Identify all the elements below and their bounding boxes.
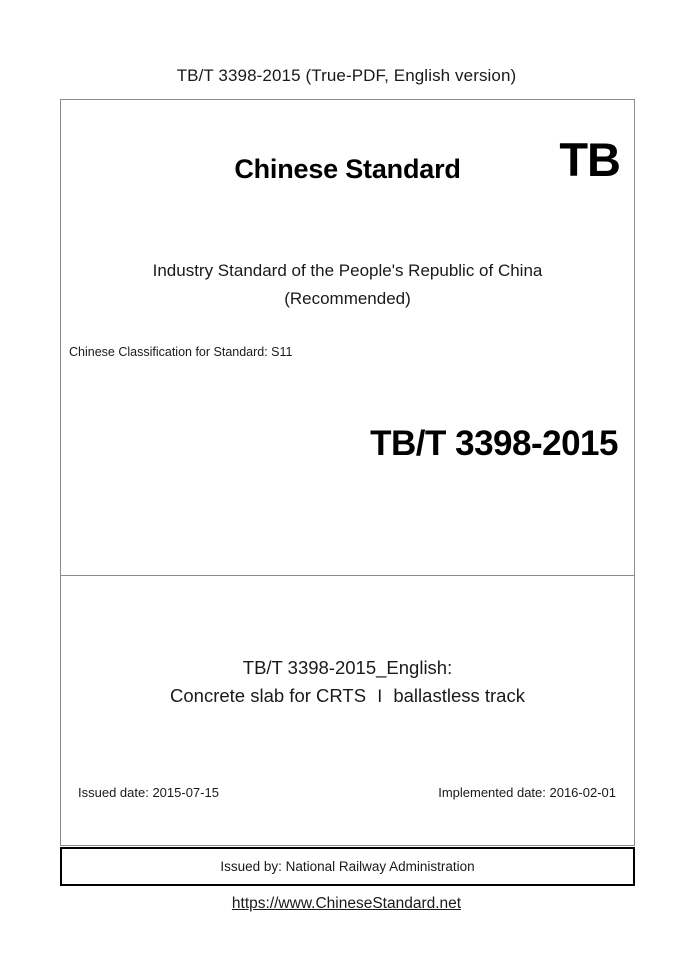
english-title-prefix: Concrete slab for CRTS bbox=[170, 685, 367, 706]
industry-standard-line-2: (Recommended) bbox=[284, 289, 411, 308]
english-title-block: TB/T 3398-2015_English: Concrete slab fo… bbox=[61, 654, 634, 711]
issued-by-label: Issued by: National Railway Administrati… bbox=[220, 859, 475, 874]
industry-standard-statement: Industry Standard of the People's Republ… bbox=[61, 257, 634, 313]
implemented-date: Implemented date: 2016-02-01 bbox=[438, 785, 616, 800]
cover-frame-lower-section: TB/T 3398-2015_English: Concrete slab fo… bbox=[61, 576, 634, 845]
page-header-title: TB/T 3398-2015 (True-PDF, English versio… bbox=[176, 66, 517, 85]
chinesestandard-website-link[interactable]: https://www.ChineseStandard.net bbox=[231, 895, 462, 912]
english-title-line-1: TB/T 3398-2015_English: bbox=[242, 657, 453, 678]
industry-standard-line-1: Industry Standard of the People's Republ… bbox=[152, 261, 543, 280]
cover-frame: Chinese Standard TB Industry Standard of… bbox=[60, 99, 635, 846]
dates-row: Issued date: 2015-07-15 Implemented date… bbox=[78, 785, 616, 800]
english-title-line-2: Concrete slab for CRTS Ⅰ ballastless tra… bbox=[61, 682, 634, 711]
tb-logo: TB bbox=[559, 133, 621, 186]
standard-number: TB/T 3398-2015 bbox=[370, 424, 618, 463]
chinese-classification-label: Chinese Classification for Standard: S11 bbox=[69, 345, 293, 359]
roman-numeral-one: Ⅰ bbox=[377, 687, 383, 706]
cover-frame-upper-section: Chinese Standard TB Industry Standard of… bbox=[61, 100, 634, 576]
english-title-suffix: ballastless track bbox=[393, 685, 525, 706]
chinese-standard-heading: Chinese Standard bbox=[234, 154, 461, 184]
issuer-bar: Issued by: National Railway Administrati… bbox=[60, 847, 635, 886]
issued-date: Issued date: 2015-07-15 bbox=[78, 785, 219, 800]
